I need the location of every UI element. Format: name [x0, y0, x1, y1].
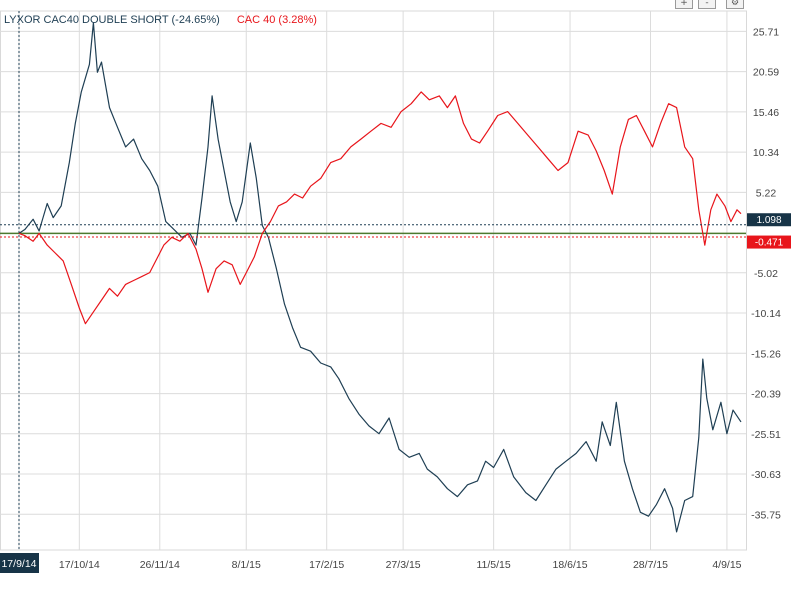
x-tick-label: 4/9/15 [712, 559, 741, 571]
y-tick-label: 15.46 [753, 107, 779, 119]
x-tick-label: 17/10/14 [59, 559, 100, 571]
series-line-2 [18, 91, 742, 325]
value-badge-2 [747, 235, 791, 249]
value-badge-1 [747, 213, 791, 227]
y-axis: 25.71 20.59 15.46 10.34 5.22 -5.02 -10.14 -15.2… [751, 26, 781, 521]
zoom-out-button[interactable]: - [698, 0, 716, 9]
y-tick-label: 10.34 [753, 147, 779, 159]
y-tick-label: -5.02 [754, 268, 778, 280]
x-axis: 17/9/14 17/10/14 26/11/14 8/1/15 17/2/15 27/3… [0, 553, 742, 573]
x-tick-label: 17/9/14 [1, 558, 36, 570]
value-badge-label-2: -0.471 [755, 238, 784, 249]
x-tick-label: 11/5/15 [476, 559, 510, 571]
crosshair [0, 11, 746, 550]
y-tick-label: -20.39 [751, 389, 781, 401]
x-tick-label: 17/2/15 [309, 559, 344, 571]
series-line-1 [18, 22, 742, 533]
y-tick-label: 20.59 [753, 67, 779, 79]
y-tick-label: -35.75 [751, 509, 781, 521]
y-tick-label: -30.63 [751, 469, 781, 481]
x-tick-label: 28/7/15 [633, 559, 668, 571]
x-tick-label: 18/6/15 [553, 559, 588, 571]
zoom-in-button[interactable]: + [675, 0, 693, 9]
x-tick-label: 27/3/15 [386, 559, 421, 571]
y-tick-label: -15.26 [751, 348, 781, 360]
y-tick-label: 25.71 [753, 26, 779, 38]
x-tick-label: 8/1/15 [232, 559, 261, 571]
legend: LYXOR CAC40 DOUBLE SHORT (-24.65%) CAC 4… [4, 14, 331, 26]
value-badges: 1.098 -0.471 [747, 213, 791, 249]
legend-series-1: LYXOR CAC40 DOUBLE SHORT (-24.65%) [4, 14, 220, 26]
x-cursor-badge [0, 553, 39, 573]
grid [0, 10, 747, 551]
series-lines [18, 22, 742, 533]
y-tick-label: -10.14 [751, 308, 781, 320]
y-tick-label: -25.51 [751, 429, 781, 441]
legend-series-2: CAC 40 (3.28%) [236, 14, 317, 26]
value-badge-label-1: 1.098 [756, 215, 781, 226]
y-tick-label: 5.22 [756, 187, 777, 199]
plot-frame [0, 10, 747, 551]
gear-icon[interactable]: ⚙ [726, 0, 744, 9]
x-tick-label: 26/11/14 [140, 559, 180, 571]
